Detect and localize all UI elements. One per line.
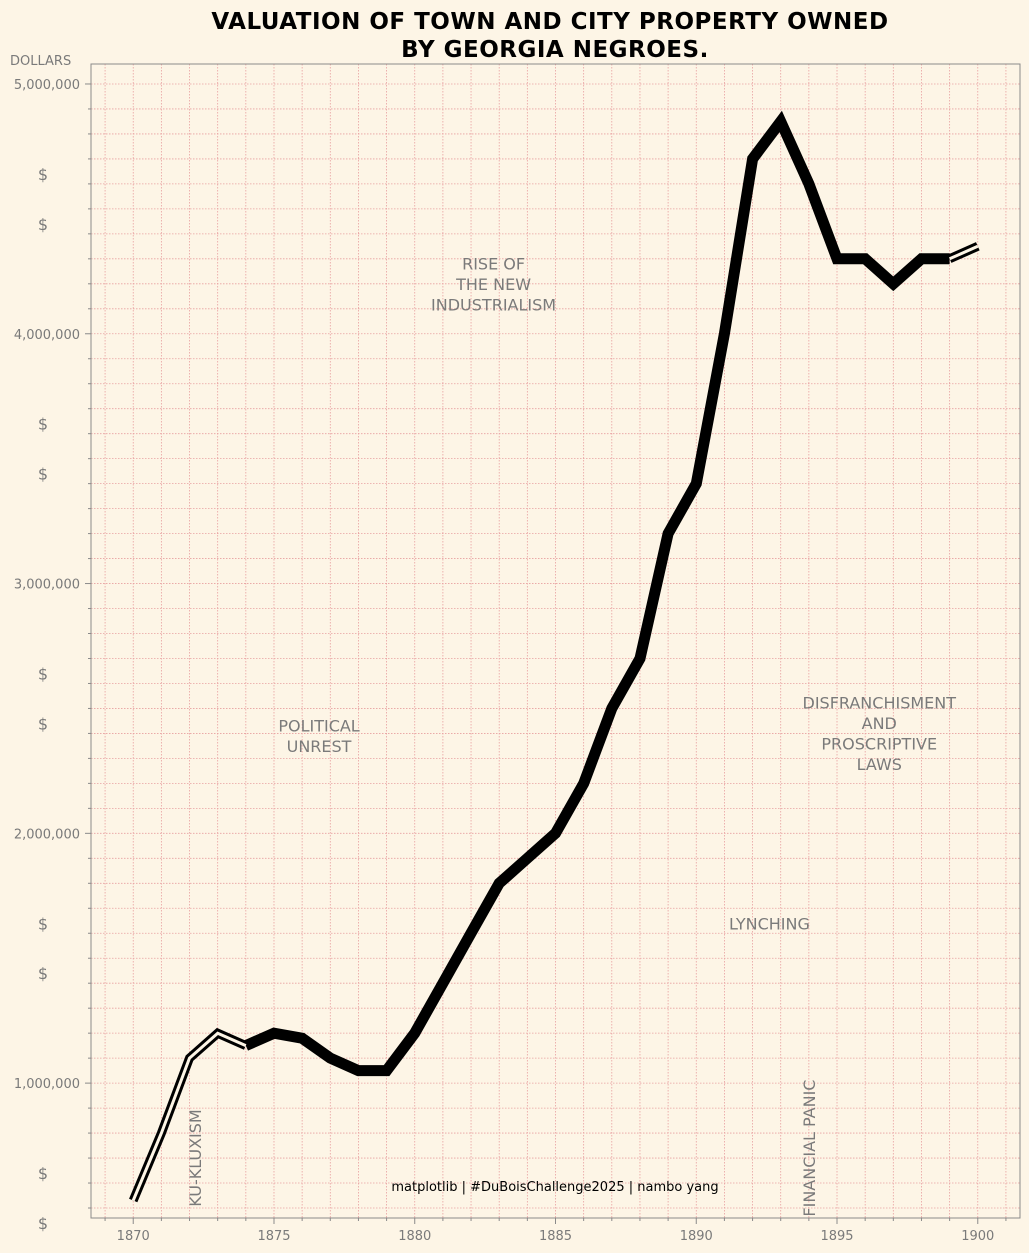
- annotation-group: KU-KLUXISM: [186, 1109, 205, 1207]
- data-point: [161, 1133, 162, 1134]
- data-point: [217, 1033, 218, 1034]
- data-point: [358, 1070, 359, 1071]
- data-point: [808, 183, 809, 184]
- data-point: [921, 258, 922, 259]
- x-tick-label: 1900: [961, 1229, 994, 1244]
- y-tick-label: 5,000,000: [14, 78, 80, 93]
- data-point: [893, 283, 894, 284]
- data-point: [499, 883, 500, 884]
- data-point: [386, 1070, 387, 1071]
- dollar-marks: $ $ $ $ $ $ $ $ $ $: [38, 165, 48, 1233]
- x-tick-label: 1885: [539, 1229, 572, 1244]
- annotation-group: LYNCHING: [729, 914, 810, 933]
- dollar-sign-mark: $: [38, 1164, 48, 1183]
- dollar-sign-mark: $: [38, 914, 48, 933]
- series-valuation: [129, 110, 980, 1203]
- data-point: [696, 483, 697, 484]
- data-point: [527, 858, 528, 859]
- chart-credit: matplotlib | #DuBoisChallenge2025 | namb…: [391, 1180, 718, 1195]
- annotation-text: FINANCIAL PANIC: [800, 1080, 819, 1217]
- dollar-sign-mark: $: [38, 964, 48, 983]
- x-tick-label: 1895: [820, 1229, 853, 1244]
- dollar-sign-mark: $: [38, 465, 48, 484]
- x-axis-ticks: 1870 1875 1880 1885 1890 1895 1900: [104, 1218, 1007, 1244]
- annotation-text: INDUSTRIALISM: [431, 295, 556, 314]
- data-point: [471, 933, 472, 934]
- data-point: [330, 1058, 331, 1059]
- annotation-text: LAWS: [857, 755, 902, 774]
- series-line-hollow: [131, 1031, 247, 1202]
- annotation-text: PROSCRIPTIVE: [821, 735, 937, 754]
- dollar-sign-mark: $: [38, 714, 48, 733]
- data-point: [274, 1033, 275, 1034]
- annotation-text: DISFRANCHISMENT: [802, 694, 956, 713]
- annotation-group: FINANCIAL PANIC: [800, 1080, 819, 1217]
- chart-title-line-1: VALUATION OF TOWN AND CITY PROPERTY OWNE…: [211, 9, 888, 35]
- dollar-sign-mark: $: [38, 1214, 48, 1233]
- data-point: [837, 258, 838, 259]
- data-point: [611, 708, 612, 709]
- chart-title-line-2: BY GEORGIA NEGROES.: [401, 37, 709, 63]
- y-tick-label: 2,000,000: [14, 827, 80, 842]
- data-point: [752, 158, 753, 159]
- y-tick-label: 4,000,000: [14, 328, 80, 343]
- data-point: [949, 258, 950, 259]
- series-line-hollow: [948, 244, 979, 261]
- dollar-sign-mark: $: [38, 415, 48, 434]
- x-tick-label: 1890: [680, 1229, 713, 1244]
- data-point: [555, 833, 556, 834]
- dollar-sign-mark: $: [38, 215, 48, 234]
- data-point: [414, 1033, 415, 1034]
- data-point: [442, 983, 443, 984]
- y-axis-ticks: 1,000,000 2,000,000 3,000,000 4,000,000 5,00…: [14, 78, 91, 1209]
- data-point: [640, 658, 641, 659]
- y-tick-label: 3,000,000: [14, 578, 80, 593]
- annotation-text: UNREST: [287, 737, 352, 756]
- data-point: [583, 783, 584, 784]
- dollar-sign-mark: $: [38, 664, 48, 683]
- annotation-text: THE NEW: [455, 275, 531, 294]
- data-point: [977, 246, 978, 247]
- data-point: [245, 1045, 246, 1046]
- annotation-text: LYNCHING: [729, 914, 810, 933]
- data-point: [189, 1058, 190, 1059]
- annotation-text: KU-KLUXISM: [186, 1109, 205, 1207]
- series-line-solid: [243, 110, 950, 1077]
- dollar-sign-mark: $: [38, 165, 48, 184]
- annotation-text: AND: [862, 714, 897, 733]
- grid-lines: [91, 64, 1020, 1218]
- annotation-text: POLITICAL: [278, 717, 359, 736]
- x-tick-label: 1870: [117, 1229, 150, 1244]
- annotation-text: RISE OF: [462, 254, 525, 273]
- x-tick-label: 1880: [398, 1229, 431, 1244]
- data-point: [865, 258, 866, 259]
- data-point: [668, 533, 669, 534]
- data-point: [133, 1200, 134, 1201]
- data-point: [780, 121, 781, 122]
- y-tick-label: 1,000,000: [14, 1077, 80, 1092]
- x-tick-label: 1875: [257, 1229, 290, 1244]
- y-axis-unit-label: DOLLARS: [10, 54, 71, 69]
- data-point: [302, 1038, 303, 1039]
- data-point: [724, 333, 725, 334]
